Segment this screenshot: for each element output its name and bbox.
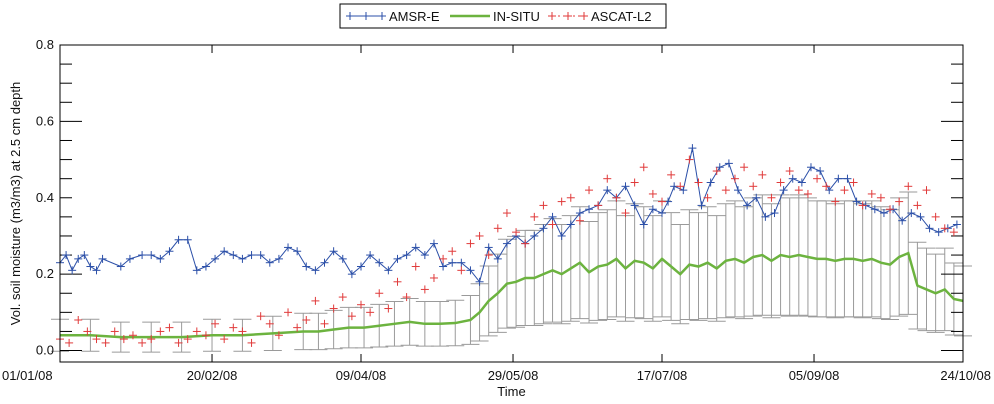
legend: AMSR-E IN-SITU ASCAT-L2 [339, 3, 667, 29]
series-amsr-line [59, 148, 958, 283]
x-tick-label: 24/10/08 [940, 368, 991, 383]
y-tick-label: 0.0 [36, 343, 54, 358]
x-tick-label: 01/01/08 [2, 368, 53, 383]
legend-ascat-label: ASCAT-L2 [591, 9, 651, 24]
x-tick-label: 05/09/08 [789, 368, 840, 383]
side-tick-marks [60, 44, 963, 352]
y-tick-label: 0.8 [36, 37, 54, 52]
legend-insitu-label: IN-SITU [493, 9, 540, 24]
x-tick-label: 29/05/08 [488, 368, 539, 383]
legend-box [339, 3, 667, 29]
y-tick-label: 0.2 [36, 266, 54, 281]
insitu-error-bars [51, 191, 972, 353]
legend-amsr-label: AMSR-E [389, 9, 440, 24]
series-layer [56, 144, 964, 347]
y-axis-ticks: 0.0 0.2 0.4 0.6 0.8 [36, 37, 54, 358]
x-tick-label: 17/07/08 [637, 368, 688, 383]
y-tick-label: 0.4 [36, 190, 54, 205]
y-tick-label: 0.6 [36, 113, 54, 128]
y-axis-title: Vol. soil moisture (m3/m3) at 2.5 cm dep… [8, 82, 23, 325]
series-insitu-line [60, 251, 964, 339]
x-axis-ticks: 01/01/08 20/02/08 09/04/08 29/05/08 17/07/08… [2, 45, 991, 383]
x-axis-title: Time [497, 384, 525, 399]
x-tick-label: 20/02/08 [187, 368, 238, 383]
plot-frame [59, 44, 964, 363]
x-tick-label: 09/04/08 [336, 368, 387, 383]
